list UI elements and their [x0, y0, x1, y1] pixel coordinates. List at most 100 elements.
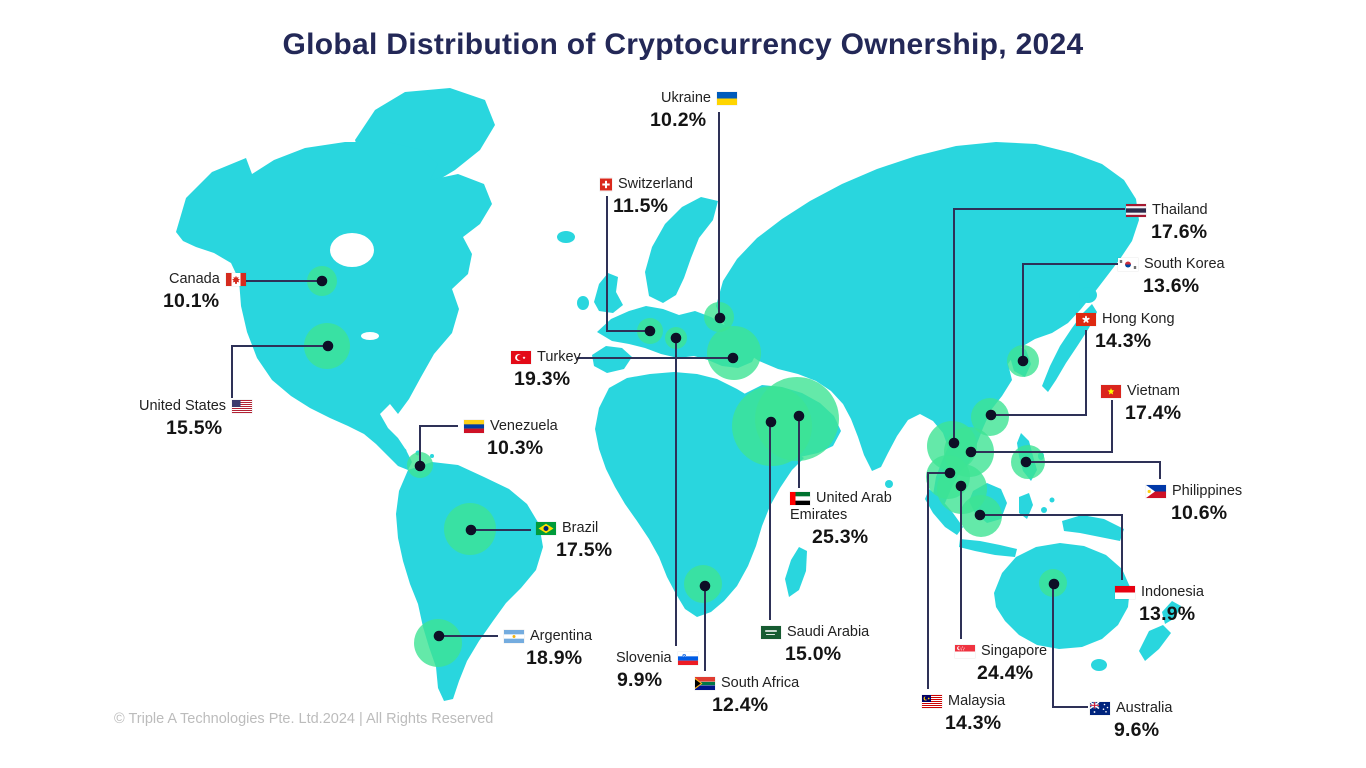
- country-percent: 19.3%: [514, 368, 571, 390]
- country-name-row: Brazil: [536, 520, 612, 537]
- connector-indonesia: [980, 514, 1123, 580]
- country-label-singapore: Singapore 24.4%: [955, 643, 1047, 684]
- marker-dot-ukraine: [714, 312, 726, 324]
- flag-south-korea-icon: [1118, 258, 1138, 271]
- country-name: Canada: [169, 271, 220, 287]
- country-name: Slovenia: [616, 650, 672, 666]
- country-label-malaysia: Malaysia 14.3%: [922, 693, 1005, 734]
- page-title: Global Distribution of Cryptocurrency Ow…: [282, 28, 1084, 61]
- country-label-switzerland: Switzerland 11.5%: [600, 176, 693, 217]
- connector-vietnam: [971, 400, 1113, 453]
- country-percent: 13.9%: [1139, 603, 1196, 625]
- marker-dot-canada: [316, 275, 328, 287]
- marker-dot-argentina: [433, 630, 445, 642]
- flag-turkey-icon: [511, 351, 531, 364]
- marker-dot-vietnam: [965, 446, 977, 458]
- country-name: Thailand: [1152, 202, 1208, 218]
- country-percent: 13.6%: [1143, 275, 1200, 297]
- marker-dot-indonesia: [974, 509, 986, 521]
- marker-dot-south-korea: [1017, 355, 1029, 367]
- country-percent: 15.5%: [166, 417, 223, 439]
- marker-dot-united-states: [322, 340, 334, 352]
- flag-hong-kong-icon: [1076, 313, 1096, 326]
- country-name-row: United Arab: [790, 490, 892, 507]
- country-name-row: Thailand: [1126, 202, 1208, 219]
- country-name: Brazil: [562, 520, 599, 536]
- bubble-argentina: [414, 619, 462, 667]
- connector-south-korea: [1022, 263, 1120, 361]
- marker-dot-brazil: [465, 524, 477, 536]
- country-label-saudi-arabia: Saudi Arabia 15.0%: [761, 624, 869, 665]
- marker-dot-slovenia: [670, 332, 682, 344]
- country-percent: 17.5%: [556, 539, 613, 561]
- flag-canada-icon: [225, 273, 246, 286]
- country-name-row: South Korea: [1118, 256, 1225, 273]
- country-name: Ukraine: [661, 90, 711, 106]
- country-name-row: Hong Kong: [1076, 311, 1175, 328]
- country-label-hong-kong: Hong Kong 14.3%: [1076, 311, 1175, 352]
- country-percent: 10.3%: [487, 437, 544, 459]
- connector-venezuela: [419, 425, 458, 466]
- country-name-row: Indonesia: [1115, 584, 1204, 601]
- country-label-australia: Australia 9.6%: [1090, 700, 1172, 741]
- country-name-row: Argentina: [504, 628, 592, 645]
- flag-united-arab-emirates-icon: [790, 492, 810, 505]
- country-percent: 14.3%: [945, 712, 1002, 734]
- country-name: Philippines: [1172, 483, 1243, 499]
- country-label-canada: Canada 10.1%: [163, 271, 246, 312]
- flag-philippines-icon: [1146, 485, 1166, 498]
- flag-brazil-icon: [536, 522, 556, 535]
- marker-dot-venezuela: [414, 460, 426, 472]
- country-name: Indonesia: [1141, 584, 1204, 600]
- country-label-ukraine: Ukraine 10.2%: [650, 90, 737, 131]
- country-name-row: United States: [139, 398, 253, 415]
- flag-switzerland-icon: [600, 178, 612, 191]
- country-name: Malaysia: [948, 693, 1006, 709]
- country-percent: 11.5%: [613, 195, 669, 217]
- country-name: United Arab: [816, 490, 892, 506]
- marker-dot-malaysia: [944, 467, 956, 479]
- flag-south-africa-icon: [695, 677, 715, 690]
- country-label-indonesia: Indonesia 13.9%: [1115, 584, 1204, 625]
- country-percent: 10.6%: [1171, 502, 1228, 524]
- country-percent: 17.4%: [1125, 402, 1182, 424]
- flag-singapore-icon: [955, 645, 975, 658]
- country-name: Vietnam: [1127, 383, 1180, 399]
- country-percent: 18.9%: [526, 647, 583, 669]
- country-name: Turkey: [537, 349, 581, 365]
- country-percent: 9.9%: [617, 669, 663, 691]
- country-name-row: Venezuela: [464, 418, 558, 435]
- country-name: Venezuela: [490, 418, 558, 434]
- flag-thailand-icon: [1126, 204, 1146, 217]
- marker-dot-switzerland: [644, 325, 656, 337]
- country-name-row: Singapore: [955, 643, 1047, 660]
- country-label-vietnam: Vietnam 17.4%: [1101, 383, 1181, 424]
- country-name-row: Philippines: [1146, 483, 1242, 500]
- flag-argentina-icon: [504, 630, 524, 643]
- country-name: Saudi Arabia: [787, 624, 870, 640]
- country-label-united-states: United States 15.5%: [139, 398, 253, 439]
- connector-malaysia: [927, 472, 950, 689]
- connector-philippines: [1026, 461, 1161, 479]
- country-name: Australia: [1116, 700, 1173, 716]
- marker-dot-layer: [316, 275, 1060, 642]
- country-label-united-arab-emirates: United Arab Emirates 25.3%: [790, 490, 892, 548]
- marker-dot-saudi-arabia: [765, 416, 777, 428]
- country-label-south-africa: South Africa 12.4%: [695, 675, 799, 716]
- country-label-philippines: Philippines 10.6%: [1146, 483, 1242, 524]
- country-name: United States: [139, 398, 227, 414]
- country-label-south-korea: South Korea 13.6%: [1118, 256, 1225, 297]
- country-name-row: Vietnam: [1101, 383, 1181, 400]
- flag-saudi-arabia-icon: [761, 626, 781, 639]
- country-name: Argentina: [530, 628, 593, 644]
- country-name: Hong Kong: [1102, 311, 1175, 327]
- marker-dot-thailand: [948, 437, 960, 449]
- country-name: Switzerland: [618, 176, 693, 192]
- country-label-venezuela: Venezuela 10.3%: [464, 418, 558, 459]
- flag-slovenia-icon: [677, 652, 698, 665]
- connector-australia: [1052, 584, 1088, 708]
- flag-australia-icon: [1090, 702, 1110, 715]
- country-label-slovenia: Slovenia 9.9%: [616, 650, 698, 691]
- footer-copyright: © Triple A Technologies Pte. Ltd.2024 | …: [114, 711, 494, 727]
